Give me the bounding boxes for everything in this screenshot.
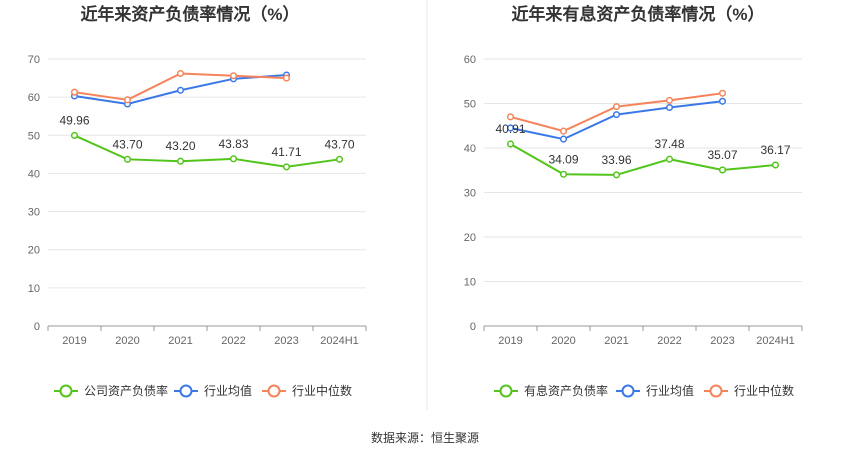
legend-label: 行业中位数 — [734, 383, 794, 398]
data-label: 35.07 — [707, 148, 737, 162]
data-point — [70, 131, 79, 139]
y-tick-label: 0 — [34, 321, 40, 333]
y-tick-label: 30 — [28, 207, 40, 219]
legend-item[interactable]: 行业中位数 — [262, 383, 352, 398]
legend-item[interactable]: 有息资产负债率 — [494, 383, 608, 398]
data-label: 43.20 — [165, 139, 195, 153]
y-tick-label: 0 — [470, 321, 476, 333]
data-point — [612, 111, 621, 119]
data-point — [718, 89, 727, 97]
data-point — [282, 163, 291, 171]
legend-swatch-marker — [59, 384, 73, 398]
data-point — [718, 97, 727, 105]
legend-swatch-marker — [179, 384, 193, 398]
x-tick-label: 2023 — [274, 335, 298, 347]
legend-item[interactable]: 行业均值 — [174, 383, 252, 398]
legend-label: 有息资产负债率 — [524, 383, 608, 398]
data-point — [123, 96, 132, 104]
data-label: 43.70 — [324, 137, 354, 151]
data-label: 34.09 — [548, 152, 578, 166]
legend-item[interactable]: 行业均值 — [616, 383, 694, 398]
chart-title: 近年来有息资产负债率情况（%） — [511, 4, 764, 24]
y-tick-label: 30 — [464, 188, 476, 200]
y-tick-label: 60 — [28, 92, 40, 104]
chart-interest-bearing-debt-ratio: 近年来有息资产负债率情况（%） 0 10 20 30 40 50 60 2019 2020 2021… — [464, 4, 803, 398]
data-point — [282, 74, 291, 82]
series-line — [74, 72, 287, 101]
source-note: 数据来源：恒生聚源 — [371, 430, 479, 445]
y-tick-label: 20 — [28, 245, 40, 257]
data-point — [176, 69, 185, 78]
data-point — [559, 127, 568, 135]
legend-label: 行业均值 — [646, 383, 694, 398]
data-label: 43.83 — [218, 137, 248, 151]
legend-swatch-marker — [621, 384, 635, 398]
legend-swatch-marker — [267, 384, 281, 398]
data-point — [506, 124, 515, 132]
legend-label: 公司资产负债率 — [84, 383, 168, 398]
data-point — [176, 157, 185, 165]
data-label: 36.17 — [760, 143, 790, 157]
y-tick-label: 40 — [464, 143, 476, 155]
data-point — [229, 155, 238, 163]
legend-swatch-marker — [499, 384, 513, 398]
x-tick-label: 2020 — [551, 335, 575, 347]
data-label: 33.96 — [601, 153, 631, 167]
x-tick-label: 2022 — [657, 335, 681, 347]
y-tick-label: 60 — [464, 54, 476, 66]
chart-debt-ratio: 近年来资产负债率情况（%） 0 10 20 30 40 50 60 70 2019 2020 2021… — [28, 4, 367, 398]
x-tick-label: 2021 — [168, 335, 192, 347]
y-tick-label: 50 — [28, 130, 40, 142]
y-tick-label: 40 — [28, 168, 40, 180]
legend-item[interactable]: 公司资产负债率 — [54, 383, 168, 398]
data-label: 41.71 — [271, 145, 301, 159]
data-point — [559, 170, 568, 178]
legend-item[interactable]: 行业中位数 — [704, 383, 794, 398]
data-point — [70, 88, 79, 96]
x-tick-label: 2024H1 — [320, 335, 359, 347]
x-tick-label: 2019 — [498, 335, 522, 347]
x-tick-label: 2022 — [221, 335, 245, 347]
x-tick-label: 2019 — [62, 335, 86, 347]
series-line — [74, 134, 340, 168]
data-point — [612, 171, 621, 179]
data-point — [559, 135, 568, 143]
chart-title: 近年来资产负债率情况（%） — [80, 4, 299, 24]
x-tick-label: 2021 — [604, 335, 628, 347]
data-point — [665, 103, 674, 112]
data-point — [771, 161, 780, 169]
x-tick-label: 2024H1 — [756, 335, 795, 347]
data-label: 40.91 — [495, 122, 525, 136]
y-tick-label: 70 — [28, 54, 40, 66]
data-point — [718, 166, 727, 174]
data-point — [506, 113, 515, 121]
y-tick-label: 20 — [464, 232, 476, 244]
data-point — [665, 155, 674, 163]
data-point — [335, 155, 344, 163]
data-point — [506, 140, 515, 148]
data-label: 49.96 — [59, 113, 89, 127]
data-label: 43.70 — [112, 137, 142, 151]
data-point — [123, 155, 132, 163]
legend-swatch-marker — [709, 384, 723, 398]
y-tick-label: 50 — [464, 99, 476, 111]
data-point — [229, 72, 238, 80]
data-point — [612, 103, 621, 111]
x-tick-label: 2020 — [115, 335, 139, 347]
data-point — [176, 86, 185, 94]
y-tick-label: 10 — [464, 277, 476, 289]
data-label: 37.48 — [654, 137, 684, 151]
data-point — [665, 96, 674, 104]
x-tick-label: 2023 — [710, 335, 734, 347]
legend-label: 行业中位数 — [292, 383, 352, 398]
series-line — [510, 143, 776, 176]
legend-label: 行业均值 — [204, 383, 252, 398]
y-tick-label: 10 — [28, 283, 40, 295]
